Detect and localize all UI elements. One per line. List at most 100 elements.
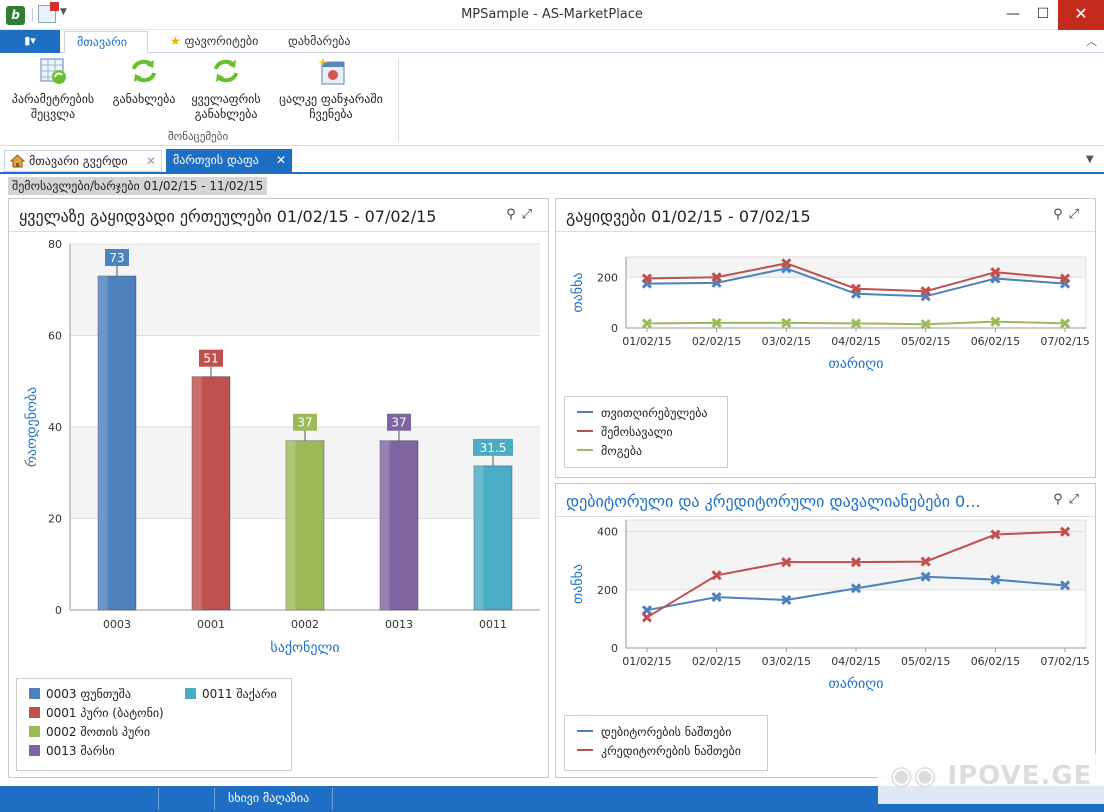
x-tick-label: 04/02/15 [831,335,880,348]
legend-item: მოგება [577,444,642,458]
close-tab-icon[interactable]: ✕ [145,154,156,168]
bar-highlight [286,440,296,610]
status-divider [158,788,159,810]
x-axis-title: თარიღი [829,675,884,692]
bar-highlight [192,376,202,610]
bar-highlight [380,440,390,610]
data-point [641,318,652,329]
doc-tab-home[interactable]: მთავარი გვერდი ✕ [4,150,162,172]
open-in-window-label: ცალკე ფანჯარაში ჩვენება [279,92,383,121]
debts-line-chart: 0 200 400 01/02/15 02/02/15 03/02/15 04/02/15 0… [570,519,1090,692]
grid-band [70,244,540,336]
minimize-icon[interactable]: — [1006,6,1020,22]
data-label: 31.5 [480,441,507,455]
legend-item: დებიტორების ნაშთები [577,725,731,739]
change-parameters-button[interactable]: პარამეტრების შეცვლა [2,56,104,122]
maximize-icon[interactable]: ☐ [1036,6,1050,22]
status-divider [332,788,333,810]
data-point [1060,318,1071,329]
y-tick-label: 20 [48,513,62,526]
open-in-window-button[interactable]: ცალკე ფანჯარაში ჩვენება [268,56,394,122]
legend-swatch [185,688,196,699]
data-point [711,272,722,283]
maximize-panel-icon[interactable]: ⤢ [1068,492,1085,507]
legend-label: 0003 ფუნთუშა [46,687,131,701]
tab-help[interactable]: დახმარება [288,34,351,48]
panel-actions: ⚲⤢ [506,207,538,222]
maximize-panel-icon[interactable]: ⤢ [521,207,538,222]
legend-line [577,411,593,413]
x-tick-label: 03/02/15 [762,655,811,668]
legend-label: დებიტორების ნაშთები [601,725,732,739]
toolbar-divider [32,8,33,22]
data-point [1060,273,1071,284]
legend-label: კრედიტორების ნაშთები [601,744,741,758]
data-point [1060,580,1071,591]
ribbon-group-divider [398,58,399,142]
data-label: 37 [391,416,406,430]
legend-label: თვითღირებულება [601,406,708,420]
legend-swatch [29,707,40,718]
collapse-ribbon-icon[interactable]: ︿ [1086,35,1097,48]
x-tick-label: 05/02/15 [901,335,950,348]
doc-tab-home-label: მთავარი გვერდი [29,154,128,168]
x-tick-label: 0002 [291,618,319,631]
doc-tab-dashboard[interactable]: მართვის დაფა ✕ [166,149,292,174]
data-label: 37 [297,416,312,430]
maximize-panel-icon[interactable]: ⤢ [1068,207,1085,222]
y-axis-title: თანხა [570,272,586,312]
refresh-label: განახლება [112,92,176,106]
data-point [711,317,722,328]
panel-title: ყველაზე გაყიდვადი ერთეულები 01/02/15 - 0… [19,207,437,226]
tab-favorites-label: ფავორიტები [184,34,259,48]
y-tick-label: 0 [611,642,618,655]
title-bar [0,0,1104,30]
panel-actions: ⚲⤢ [1053,492,1085,507]
close-tab-icon[interactable]: ✕ [275,153,286,167]
quick-access-window-icon[interactable] [38,2,59,23]
panel-title: გაყიდვები 01/02/15 - 07/02/15 [566,207,811,226]
data-point [990,529,1001,540]
y-tick-label: 400 [597,526,618,539]
x-tick-label: 07/02/15 [1040,655,1089,668]
legend-item: 0003 ფუნთუშა [29,687,131,701]
x-tick-label: 07/02/15 [1040,335,1089,348]
file-menu-button[interactable]: ▮▾ [0,30,60,53]
bar [191,376,231,611]
tab-favorites[interactable]: ★ ფავორიტები [158,31,270,53]
tab-home[interactable]: მთავარი [64,31,148,54]
x-tick-label: 04/02/15 [831,655,880,668]
refresh-all-button[interactable]: ყველაფრის განახლება [184,56,268,122]
x-tick-label: 0013 [385,618,413,631]
legend-item: 0002 შოთის პური [29,725,150,739]
data-point [920,571,931,582]
new-window-icon [318,57,345,85]
data-point [850,557,862,568]
status-divider [214,788,215,810]
data-label-box [105,249,129,267]
bar [473,465,513,611]
legend-line [577,430,593,432]
watermark: ◉◉ IPOVE.GE [878,754,1104,804]
period-label: შემოსავლები/ხარჯები 01/02/15 - 11/02/15 [8,177,268,195]
legend-swatch [29,726,40,737]
pin-icon[interactable]: ⚲ [1053,207,1069,222]
pin-icon[interactable]: ⚲ [506,207,522,222]
refresh-button[interactable]: განახლება [104,56,184,107]
ribbon-panel [0,53,1104,146]
legend-label: 0011 შაქარი [202,687,277,701]
panel-actions: ⚲⤢ [1053,207,1085,222]
data-label-box [293,413,317,431]
data-point [641,612,652,623]
close-icon[interactable]: ✕ [1058,0,1104,30]
data-point [781,258,792,269]
quick-access-dropdown-icon[interactable]: ▼ [60,7,67,17]
y-tick-label: 0 [55,604,62,617]
legend-item: კრედიტორების ნაშთები [577,744,741,758]
data-label: 73 [109,251,124,265]
pin-icon[interactable]: ⚲ [1053,492,1069,507]
tab-list-dropdown-icon[interactable]: ▼ [1086,154,1094,165]
refresh-all-icon [214,59,238,83]
app-logo-icon[interactable]: b [6,6,25,25]
data-point [781,557,792,568]
